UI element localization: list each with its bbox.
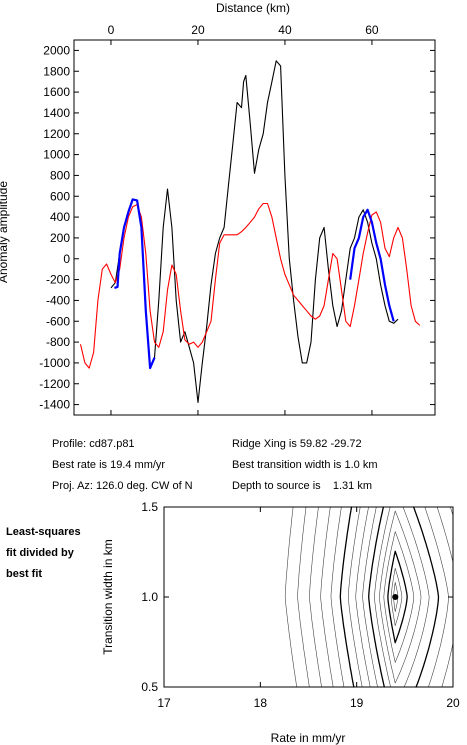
contour-line xyxy=(320,506,334,688)
side-label: Least-squares fit divided by best fit xyxy=(6,526,81,580)
contour-axis-ticks xyxy=(163,506,454,688)
contour-line xyxy=(339,506,355,688)
profile-chart: Distance (km) 0 20 40 60 -1400 -1200 -1000 -80… xyxy=(0,1,436,416)
contour-x-tick-labels: 17 18 19 20 xyxy=(157,696,460,710)
contour-x-tick-label: 19 xyxy=(350,696,364,710)
top-y-tick-labels: -1400 -1200 -1000 -800 -600 -400 -200 0 200 400 60… xyxy=(39,43,70,411)
contour-line xyxy=(374,506,430,688)
x-tick-label: 40 xyxy=(278,23,292,37)
contour-line xyxy=(348,506,454,688)
y-tick-label: -600 xyxy=(46,314,70,328)
contour-y-tick-labels: 0.5 1.0 1.5 xyxy=(141,500,158,694)
proj-text: Proj. Az: 126.0 deg. CW of N xyxy=(52,480,193,492)
profile-text: Profile: cd87.p81 xyxy=(52,438,135,450)
observed-line xyxy=(110,60,399,404)
side-label-line-3: best fit xyxy=(6,568,42,580)
y-tick-label: 800 xyxy=(50,168,70,182)
y-tick-label: 200 xyxy=(50,231,70,245)
side-label-line-1: Least-squares xyxy=(6,526,81,538)
side-label-line-2: fit divided by xyxy=(6,547,75,559)
contour-x-tick-label: 20 xyxy=(446,696,460,710)
transition-text: Best transition width is 1.0 km xyxy=(232,459,378,471)
info-block: Profile: cd87.p81 Ridge Xing is 59.82 -2… xyxy=(52,438,378,492)
rate-text: Best rate is 19.4 mm/yr xyxy=(52,459,165,471)
contour-y-tick-label: 1.5 xyxy=(141,500,158,514)
x-tick-label: 0 xyxy=(108,23,115,37)
contour-plot-frame xyxy=(163,506,454,688)
contour-line xyxy=(383,531,415,663)
contour-x-tick-label: 18 xyxy=(254,696,268,710)
y-axis-label: Anomaly amplitude xyxy=(0,181,10,283)
top-plot-frame xyxy=(73,39,436,416)
contour-lines xyxy=(284,506,454,688)
y-tick-label: 1200 xyxy=(43,127,70,141)
x-tick-label: 60 xyxy=(365,23,379,37)
y-tick-label: 1600 xyxy=(43,85,70,99)
y-tick-label: -1000 xyxy=(39,356,70,370)
contour-line xyxy=(390,568,403,626)
y-tick-label: 0 xyxy=(63,252,70,266)
contour-line xyxy=(362,506,449,688)
top-x-tick-labels: 0 20 40 60 xyxy=(108,23,379,37)
contour-line xyxy=(284,506,297,688)
contour-chart: 17 18 19 20 0.5 1.0 1.5 Rate in mm/yr Transit… xyxy=(101,500,460,745)
best-fit-point xyxy=(392,594,399,600)
y-tick-label: 600 xyxy=(50,189,70,203)
contour-y-axis-label: Transition width in km xyxy=(101,539,115,655)
y-tick-label: 400 xyxy=(50,210,70,224)
contour-line xyxy=(309,506,322,688)
depth-text: Depth to source is 1.31 km xyxy=(232,480,372,492)
fit_window_1-line xyxy=(114,198,156,370)
y-tick-label: 1400 xyxy=(43,106,70,120)
contour-y-tick-label: 0.5 xyxy=(141,680,158,694)
y-tick-label: -1200 xyxy=(39,377,70,391)
y-tick-label: 2000 xyxy=(43,43,70,57)
contour-line xyxy=(297,506,310,688)
contour-x-tick-label: 17 xyxy=(157,696,171,710)
model-line xyxy=(79,202,421,369)
y-tick-label: 1000 xyxy=(43,148,70,162)
top-axis-label: Distance (km) xyxy=(216,1,290,15)
y-tick-label: -200 xyxy=(46,273,70,287)
contour-x-axis-label: Rate in mm/yr xyxy=(271,731,346,745)
top-axis-ticks xyxy=(74,40,435,415)
y-tick-label: -400 xyxy=(46,293,70,307)
series-group xyxy=(79,60,421,404)
y-tick-label: -1400 xyxy=(39,398,70,412)
contour-line xyxy=(379,510,422,684)
contour-line xyxy=(368,506,440,688)
contour-line xyxy=(330,506,345,688)
contour-line xyxy=(387,550,408,644)
ridge-text: Ridge Xing is 59.82 -29.72 xyxy=(232,438,362,450)
y-tick-label: 1800 xyxy=(43,64,70,78)
contour-y-tick-label: 1.0 xyxy=(141,590,158,604)
fit_window_2-line xyxy=(349,208,395,322)
x-tick-label: 20 xyxy=(191,23,205,37)
y-tick-label: -800 xyxy=(46,335,70,349)
